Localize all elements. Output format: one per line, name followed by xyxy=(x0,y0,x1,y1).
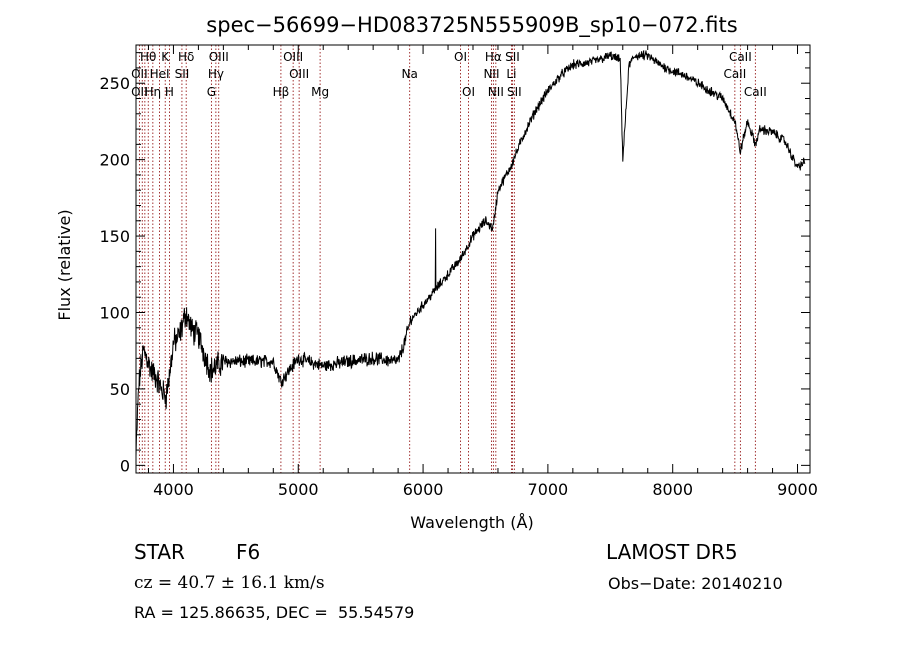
y-tick-label: 100 xyxy=(99,304,130,323)
line-label: Hβ xyxy=(273,85,290,99)
line-label: OI xyxy=(454,50,467,64)
line-label: OII xyxy=(131,67,148,81)
line-label: HeI xyxy=(150,67,170,81)
x-axis-ticks: 4000 5000 6000 7000 8000 9000 xyxy=(147,45,818,499)
line-label: Mg xyxy=(311,85,329,99)
line-label: Na xyxy=(402,67,418,81)
line-label: Hα xyxy=(485,50,502,64)
x-tick-label: 4000 xyxy=(153,480,194,499)
line-label: NII xyxy=(483,67,499,81)
survey-name: LAMOST DR5 xyxy=(606,540,738,564)
coordinates: RA = 125.86635, DEC = 55.54579 xyxy=(134,603,415,622)
x-tick-label: 6000 xyxy=(403,480,444,499)
x-tick-label: 9000 xyxy=(777,480,818,499)
y-tick-label: 150 xyxy=(99,227,130,246)
x-axis-label: Wavelength (Å) xyxy=(410,513,533,532)
line-label: K xyxy=(161,50,170,64)
spectral-subclass: F6 xyxy=(236,540,261,564)
chart-title: spec−56699−HD083725N555909B_sp10−072.fit… xyxy=(206,13,737,38)
line-label: SII xyxy=(505,50,520,64)
line-label: OIII xyxy=(283,50,303,64)
line-label: CaII xyxy=(744,85,767,99)
line-label: Hθ xyxy=(140,50,156,64)
line-label: NII xyxy=(488,85,504,99)
y-axis-label: Flux (relative) xyxy=(55,209,74,320)
line-label: CaII xyxy=(723,67,746,81)
observation-date: Obs−Date: 20140210 xyxy=(608,574,783,593)
plot-frame xyxy=(135,44,811,474)
line-label: Hη xyxy=(145,85,162,99)
line-label: OI xyxy=(462,85,475,99)
line-label: OIII xyxy=(289,67,309,81)
line-label: H xyxy=(165,85,174,99)
line-label: Li xyxy=(506,67,516,81)
line-label: Hγ xyxy=(208,67,224,81)
line-label: OII xyxy=(131,85,148,99)
x-tick-label: 5000 xyxy=(278,480,319,499)
line-label: SII xyxy=(175,67,190,81)
object-type: STAR xyxy=(134,540,185,564)
y-tick-label: 200 xyxy=(99,151,130,170)
redshift-value: cz = 40.7 ± 16.1 km/s xyxy=(134,573,325,593)
y-tick-label: 50 xyxy=(110,380,130,399)
line-label: G xyxy=(207,85,216,99)
x-tick-label: 8000 xyxy=(652,480,693,499)
spectral-line-markers xyxy=(138,45,756,473)
y-tick-label: 250 xyxy=(99,74,130,93)
line-label: SII xyxy=(507,85,522,99)
line-label: OIII xyxy=(209,50,229,64)
y-tick-label: 0 xyxy=(120,456,130,475)
spectrum-line xyxy=(135,49,806,457)
line-label: Hδ xyxy=(178,50,194,64)
line-label: CaII xyxy=(729,50,752,64)
x-tick-label: 7000 xyxy=(528,480,569,499)
y-axis-ticks: 0 50 100 150 200 250 xyxy=(99,52,810,475)
